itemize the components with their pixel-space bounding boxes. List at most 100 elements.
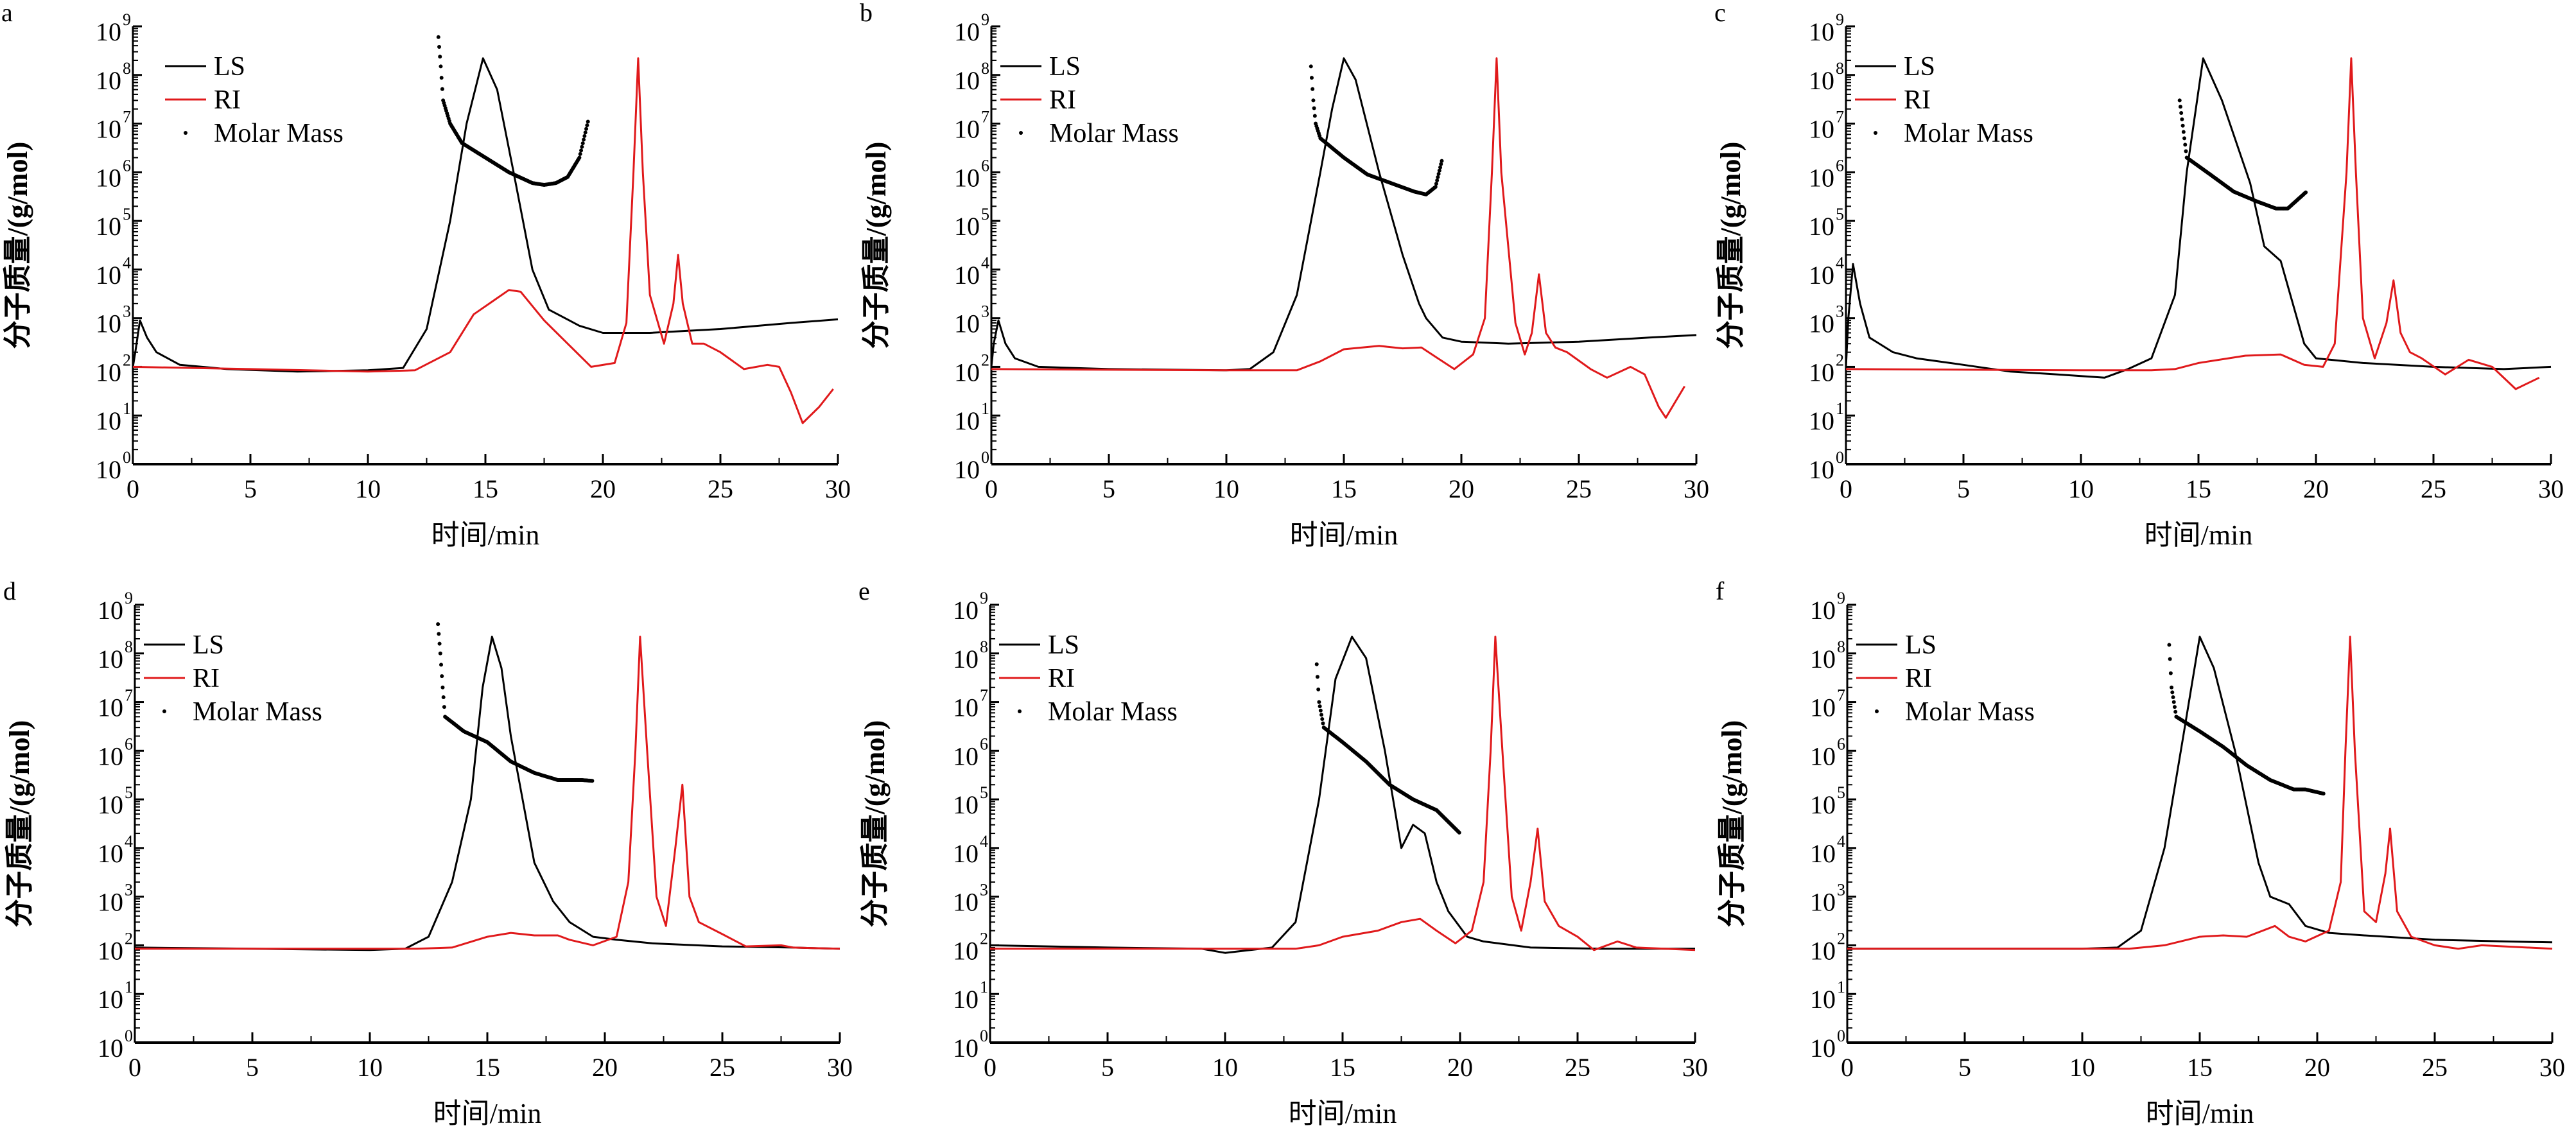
x-tick-label: 10 [1214, 474, 1239, 503]
legend-label: RI [1048, 664, 1075, 693]
x-tick-label: 25 [708, 474, 733, 503]
molar-mass-point [580, 144, 584, 149]
x-tick-label: 25 [1565, 1053, 1590, 1082]
x-tick-label: 5 [244, 474, 257, 503]
legend-label: LS [214, 52, 245, 82]
legend-swatch-molar-mass [1874, 131, 1877, 135]
y-tick-label: 10 [98, 790, 123, 819]
molar-mass-point [1315, 675, 1319, 679]
y-axis-title: 分子质量/(g/mol) [859, 720, 891, 928]
y-tick-exponent: 1 [123, 399, 131, 418]
panel-label: a [1, 0, 13, 27]
y-tick-label: 10 [96, 17, 121, 46]
x-tick-label: 0 [126, 474, 139, 503]
y-tick-exponent: 5 [980, 783, 988, 802]
legend-label: RI [214, 85, 241, 115]
y-tick-label: 10 [96, 163, 121, 192]
ri-series-line [135, 636, 840, 950]
molar-mass-series [436, 622, 595, 783]
y-tick-label: 10 [1810, 645, 1836, 673]
y-tick-exponent: 6 [125, 734, 133, 753]
x-tick-label: 20 [2303, 474, 2329, 503]
y-tick-label: 10 [1809, 261, 1834, 290]
y-tick-exponent: 7 [1837, 686, 1845, 705]
molar-mass-point [1436, 171, 1441, 176]
x-tick-label: 5 [1958, 1053, 1971, 1082]
x-tick-label: 10 [357, 1053, 383, 1082]
molar-mass-point [436, 35, 440, 39]
y-tick-exponent: 5 [125, 783, 133, 802]
molar-mass-point [1433, 185, 1438, 189]
legend-label: Molar Mass [214, 119, 344, 148]
y-tick-exponent: 8 [981, 59, 989, 78]
y-tick-exponent: 7 [1836, 108, 1844, 126]
molar-mass-point [439, 76, 444, 80]
molar-mass-point [441, 695, 446, 699]
y-tick-exponent: 0 [123, 448, 131, 467]
y-tick-exponent: 8 [1837, 638, 1845, 656]
molar-mass-point [437, 641, 442, 646]
molar-mass-point [578, 152, 582, 156]
molar-mass-point [2168, 671, 2173, 675]
legend-label: Molar Mass [1904, 119, 2033, 148]
x-tick-label: 10 [355, 474, 381, 503]
legend-label: LS [1049, 52, 1081, 82]
y-tick-exponent: 6 [980, 734, 988, 753]
y-tick-label: 10 [954, 406, 980, 435]
x-tick-label: 0 [128, 1053, 141, 1082]
x-tick-label: 25 [2422, 1053, 2448, 1082]
molar-mass-point [2184, 149, 2188, 153]
y-tick-label: 10 [98, 1034, 123, 1063]
y-tick-label: 10 [98, 645, 123, 673]
y-tick-exponent: 0 [1837, 1027, 1845, 1045]
molar-mass-point [2181, 130, 2186, 134]
molar-mass-point [2171, 695, 2175, 699]
y-tick-label: 10 [954, 261, 980, 290]
x-tick-label: 25 [709, 1053, 735, 1082]
y-tick-label: 10 [953, 790, 979, 819]
molar-mass-point [1320, 716, 1325, 721]
legend-swatch-molar-mass [1018, 709, 1022, 713]
x-tick-label: 30 [1684, 474, 1709, 503]
y-tick-exponent: 0 [125, 1027, 133, 1045]
y-tick-label: 10 [96, 261, 121, 290]
molar-mass-point [1321, 721, 1325, 725]
y-tick-label: 10 [1809, 406, 1834, 435]
molar-mass-point [2182, 136, 2187, 141]
molar-mass-point [1440, 159, 1444, 163]
molar-mass-point [1438, 165, 1443, 169]
y-tick-label: 10 [953, 742, 979, 770]
y-tick-exponent: 4 [1837, 832, 1845, 851]
panel-d: d10 010 110 210 310 410 510 610 710 810 90 5 10 15 20 2… [3, 577, 853, 1129]
y-tick-label: 10 [1810, 742, 1836, 770]
y-tick-label: 10 [954, 17, 980, 46]
x-tick-label: 15 [2186, 474, 2211, 503]
molar-mass-point [1317, 700, 1321, 704]
x-axis-title: 时间/min [433, 1098, 542, 1129]
molar-mass-point [582, 134, 587, 138]
x-tick-label: 30 [2538, 474, 2564, 503]
y-tick-exponent: 1 [125, 978, 133, 996]
x-tick-label: 5 [1957, 474, 1970, 503]
molar-mass-point [2321, 792, 2326, 796]
y-tick-label: 10 [1809, 358, 1834, 386]
y-tick-exponent: 3 [1836, 302, 1844, 321]
y-tick-exponent: 9 [981, 10, 989, 29]
ls-series-line [1845, 57, 2552, 379]
molar-mass-point [1319, 713, 1324, 717]
molar-mass-point [1435, 178, 1440, 183]
y-tick-label: 10 [96, 115, 121, 144]
y-tick-label: 10 [96, 406, 121, 435]
molar-mass-series [2177, 98, 2308, 211]
y-tick-label: 10 [98, 888, 123, 917]
molar-mass-point [1434, 182, 1438, 186]
molar-mass-point [436, 622, 440, 627]
legend-label: RI [193, 664, 220, 693]
x-axis-title: 时间/min [1289, 1098, 1397, 1129]
molar-mass-point [2180, 123, 2185, 128]
molar-mass-point [2170, 690, 2175, 695]
